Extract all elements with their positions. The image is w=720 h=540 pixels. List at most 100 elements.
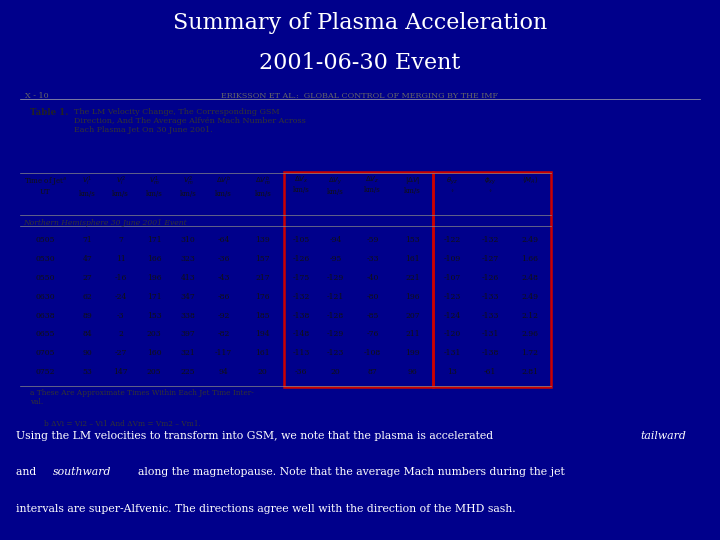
Text: -123: -123 — [444, 293, 461, 301]
Text: -133: -133 — [482, 312, 499, 320]
Text: -86: -86 — [217, 293, 230, 301]
Bar — [284, 172, 433, 387]
Text: $\phi_{xy}$
$^\circ$: $\phi_{xy}$ $^\circ$ — [484, 175, 496, 195]
Text: Time of Jet$^a$
UT: Time of Jet$^a$ UT — [24, 175, 67, 196]
Text: $\theta_{yz}$
$^\circ$: $\theta_{yz}$ $^\circ$ — [446, 175, 458, 195]
Text: 153: 153 — [147, 312, 161, 320]
Text: 2.12: 2.12 — [521, 312, 539, 320]
Text: 87: 87 — [368, 368, 377, 376]
Text: 413: 413 — [181, 274, 196, 282]
Text: $V_i^1$
km/s: $V_i^1$ km/s — [79, 175, 96, 198]
Text: Table 1.: Table 1. — [30, 107, 68, 117]
Text: -24: -24 — [114, 293, 127, 301]
Text: and: and — [16, 467, 40, 477]
Text: 7: 7 — [118, 236, 123, 244]
Text: 0752: 0752 — [35, 368, 55, 376]
Text: 90: 90 — [82, 349, 92, 357]
Text: -33: -33 — [366, 255, 379, 263]
Text: 185: 185 — [256, 312, 270, 320]
Text: -36: -36 — [294, 368, 307, 376]
Text: -85: -85 — [366, 312, 379, 320]
Text: 347: 347 — [181, 293, 196, 301]
Text: 321: 321 — [181, 349, 196, 357]
Text: 211: 211 — [405, 330, 420, 339]
Text: 47: 47 — [82, 255, 92, 263]
Text: 310: 310 — [181, 236, 196, 244]
Text: 62: 62 — [82, 293, 92, 301]
Text: -92: -92 — [217, 312, 230, 320]
Text: 153: 153 — [405, 236, 420, 244]
Text: -27: -27 — [114, 349, 127, 357]
Text: 338: 338 — [181, 312, 196, 320]
Text: 176: 176 — [256, 293, 270, 301]
Bar — [433, 172, 551, 387]
Text: -95: -95 — [330, 255, 342, 263]
Text: $\Delta V_m^b$
km/s: $\Delta V_m^b$ km/s — [254, 175, 271, 198]
Text: 0505: 0505 — [35, 236, 55, 244]
Text: $\Delta V_z$
km/s: $\Delta V_z$ km/s — [364, 175, 381, 194]
Text: -124: -124 — [444, 312, 461, 320]
Text: -109: -109 — [444, 255, 461, 263]
Text: 194: 194 — [256, 330, 270, 339]
Text: -80: -80 — [366, 293, 379, 301]
Text: intervals are super-Alfvenic. The directions agree well with the direction of th: intervals are super-Alfvenic. The direct… — [16, 504, 516, 514]
Text: -133: -133 — [482, 293, 499, 301]
Text: 2.49: 2.49 — [521, 293, 539, 301]
Text: 0630: 0630 — [35, 293, 55, 301]
Text: 139: 139 — [256, 236, 270, 244]
Text: -82: -82 — [217, 330, 230, 339]
Text: -131: -131 — [482, 330, 499, 339]
Text: -123: -123 — [327, 349, 344, 357]
Text: -108: -108 — [364, 349, 381, 357]
Text: $\langle M_A \rangle$: $\langle M_A \rangle$ — [522, 175, 539, 186]
Text: 20: 20 — [258, 368, 268, 376]
Text: -129: -129 — [327, 330, 344, 339]
Text: -113: -113 — [292, 349, 310, 357]
Text: -16: -16 — [114, 274, 127, 282]
Text: -94: -94 — [330, 236, 342, 244]
Text: 13: 13 — [447, 368, 457, 376]
Text: -107: -107 — [444, 274, 461, 282]
Text: -122: -122 — [444, 236, 461, 244]
Text: 96: 96 — [408, 368, 418, 376]
Text: 157: 157 — [256, 255, 270, 263]
Text: 2.81: 2.81 — [521, 368, 539, 376]
Text: 11: 11 — [116, 255, 125, 263]
Text: 217: 217 — [256, 274, 270, 282]
Text: -138: -138 — [482, 349, 499, 357]
Text: -121: -121 — [327, 293, 344, 301]
Text: along the magnetopause. Note that the average Mach numbers during the jet: along the magnetopause. Note that the av… — [138, 467, 565, 477]
Text: 166: 166 — [147, 255, 161, 263]
Text: -120: -120 — [444, 330, 461, 339]
Text: -117: -117 — [215, 349, 233, 357]
Text: -3: -3 — [117, 312, 125, 320]
Text: 205: 205 — [147, 368, 161, 376]
Text: $V_m^2$
km/s: $V_m^2$ km/s — [180, 175, 197, 198]
Text: 0530: 0530 — [35, 255, 55, 263]
Text: Summary of Plasma Acceleration: Summary of Plasma Acceleration — [173, 12, 547, 35]
Text: ERIKSSON ET AL.:  GLOBAL CONTROL OF MERGING BY THE IMF: ERIKSSON ET AL.: GLOBAL CONTROL OF MERGI… — [222, 92, 498, 100]
Text: $V_i^2$
km/s: $V_i^2$ km/s — [112, 175, 129, 198]
Text: -126: -126 — [482, 274, 499, 282]
Text: 2.49: 2.49 — [521, 236, 539, 244]
Text: 225: 225 — [181, 368, 196, 376]
Text: 161: 161 — [405, 255, 420, 263]
Text: 53: 53 — [82, 368, 92, 376]
Text: 171: 171 — [147, 293, 161, 301]
Text: 207: 207 — [405, 312, 420, 320]
Text: 171: 171 — [147, 236, 161, 244]
Text: Northern Hemisphere 30 June 2001 Event: Northern Hemisphere 30 June 2001 Event — [23, 219, 187, 227]
Text: $\Delta V_y$
km/s: $\Delta V_y$ km/s — [328, 175, 344, 195]
Text: X - 10: X - 10 — [25, 92, 49, 100]
Text: -36: -36 — [217, 255, 230, 263]
Text: 1.66: 1.66 — [521, 255, 539, 263]
Text: -127: -127 — [482, 255, 499, 263]
Text: 2: 2 — [118, 330, 123, 339]
Text: The LM Velocity Change, The Corresponding GSM
Direction, And The Average Alfvén : The LM Velocity Change, The Correspondin… — [74, 107, 306, 134]
Text: 94: 94 — [219, 368, 228, 376]
Text: 89: 89 — [82, 312, 92, 320]
Text: -43: -43 — [217, 274, 230, 282]
Text: 2001-06-30 Event: 2001-06-30 Event — [259, 52, 461, 74]
Text: -64: -64 — [217, 236, 230, 244]
Text: 203: 203 — [147, 330, 161, 339]
